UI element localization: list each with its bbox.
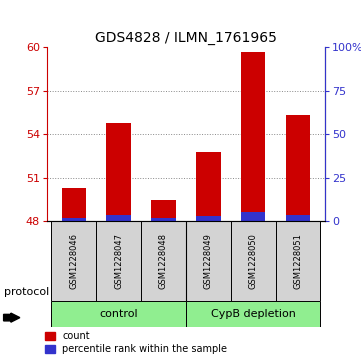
Text: protocol: protocol [4, 287, 49, 297]
Bar [241, 52, 265, 221]
Text: control: control [99, 309, 138, 319]
Bar [196, 152, 221, 221]
Text: CypB depletion: CypB depletion [211, 309, 296, 319]
Bar [286, 215, 310, 221]
Bar [186, 221, 231, 301]
Bar [61, 188, 86, 221]
Bar [51, 301, 186, 327]
Bar [141, 221, 186, 301]
Bar [196, 216, 221, 221]
Bar [151, 217, 176, 221]
Bar [231, 221, 275, 301]
Bar [96, 221, 141, 301]
Text: GSM1228047: GSM1228047 [114, 233, 123, 289]
Title: GDS4828 / ILMN_1761965: GDS4828 / ILMN_1761965 [95, 31, 277, 45]
Bar [51, 221, 96, 301]
Legend: count, percentile rank within the sample: count, percentile rank within the sample [41, 327, 231, 358]
Bar [106, 123, 131, 221]
Bar [106, 215, 131, 221]
Bar [286, 115, 310, 221]
Bar [151, 200, 176, 221]
Bar [61, 218, 86, 221]
Bar [186, 301, 321, 327]
Text: GSM1228051: GSM1228051 [293, 233, 303, 289]
Bar [241, 212, 265, 221]
Text: GSM1228048: GSM1228048 [159, 233, 168, 289]
Bar [275, 221, 321, 301]
Text: GSM1228050: GSM1228050 [249, 233, 258, 289]
Text: GSM1228049: GSM1228049 [204, 233, 213, 289]
Text: GSM1228046: GSM1228046 [69, 233, 78, 289]
